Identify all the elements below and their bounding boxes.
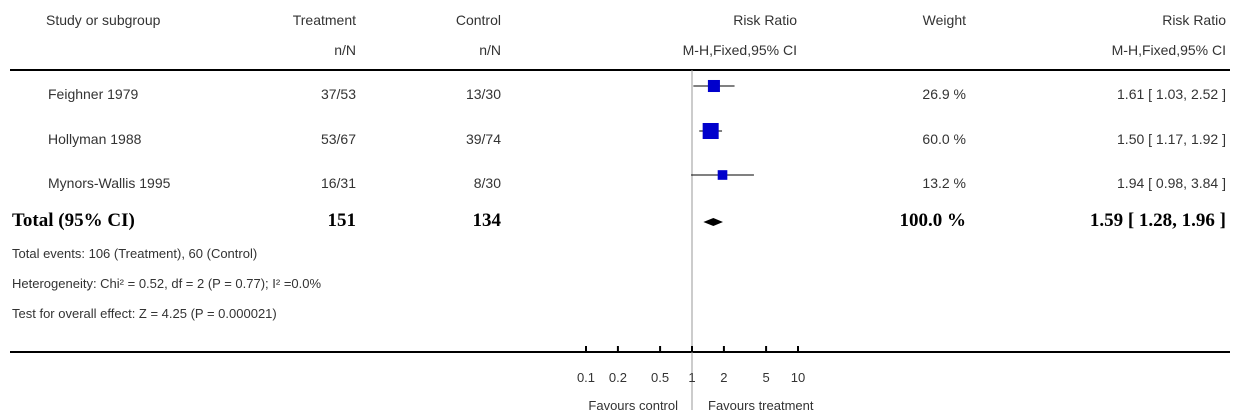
- total-ci-text: 1.59 [ 1.28, 1.96 ]: [1089, 210, 1226, 231]
- treatment-value: 53/67: [320, 131, 356, 147]
- header-risk-ratio-plot-sub: M-H,Fixed,95% CI: [682, 42, 797, 58]
- bottom-divider: [10, 351, 1230, 353]
- header-risk-ratio-plot: Risk Ratio: [733, 12, 797, 28]
- header-divider: [10, 69, 1230, 71]
- weight-value: 13.2 %: [922, 175, 966, 191]
- effect-square: [717, 170, 728, 180]
- favours-treatment-label: Favours treatment: [708, 398, 814, 413]
- axis-tick-label: 5: [762, 370, 770, 385]
- axis-tick-label: 0.1: [576, 370, 596, 385]
- header-risk-ratio: Risk Ratio: [1162, 12, 1226, 28]
- treatment-value: 16/31: [320, 175, 356, 191]
- header-control-sub: n/N: [479, 42, 501, 58]
- total-label: Total (95% CI): [12, 210, 135, 231]
- ci-text: 1.50 [ 1.17, 1.92 ]: [1117, 131, 1226, 147]
- axis-tick-label: 0.2: [608, 370, 627, 385]
- ci-text: 1.94 [ 0.98, 3.84 ]: [1117, 175, 1226, 191]
- study-name: Hollyman 1988: [48, 131, 142, 147]
- effect-square: [707, 79, 720, 93]
- total-treatment: 151: [327, 210, 357, 231]
- study-name: Mynors-Wallis 1995: [48, 175, 171, 191]
- favours-control-label: Favours control: [588, 398, 678, 413]
- total-weight: 100.0 %: [899, 210, 967, 231]
- effect-square: [702, 122, 719, 140]
- axis-tick-label: 0.5: [651, 370, 670, 385]
- axis-tick-label: 1: [688, 370, 696, 385]
- weight-value: 60.0 %: [922, 131, 966, 147]
- heterogeneity-note: Heterogeneity: Chi² = 0.52, df = 2 (P = …: [12, 276, 322, 291]
- header-risk-ratio-sub: M-H,Fixed,95% CI: [1111, 42, 1226, 58]
- header-treatment: Treatment: [292, 12, 356, 28]
- header-treatment-sub: n/N: [334, 42, 356, 58]
- axis-tick-label: 10: [790, 370, 806, 385]
- header-control: Control: [455, 12, 501, 28]
- treatment-value: 37/53: [320, 86, 356, 102]
- total-control: 134: [472, 210, 502, 231]
- control-value: 39/74: [465, 131, 501, 147]
- total-diamond: [703, 218, 723, 226]
- header-weight: Weight: [922, 12, 966, 28]
- total-events-note: Total events: 106 (Treatment), 60 (Contr…: [12, 246, 258, 261]
- control-value: 8/30: [473, 175, 501, 191]
- overall-effect-note: Test for overall effect: Z = 4.25 (P = 0…: [12, 306, 277, 321]
- study-name: Feighner 1979: [48, 86, 139, 102]
- header-study: Study or subgroup: [46, 12, 161, 28]
- weight-value: 26.9 %: [922, 86, 966, 102]
- axis-tick-label: 2: [720, 370, 728, 385]
- ci-text: 1.61 [ 1.03, 2.52 ]: [1117, 86, 1226, 102]
- control-value: 13/30: [465, 86, 501, 102]
